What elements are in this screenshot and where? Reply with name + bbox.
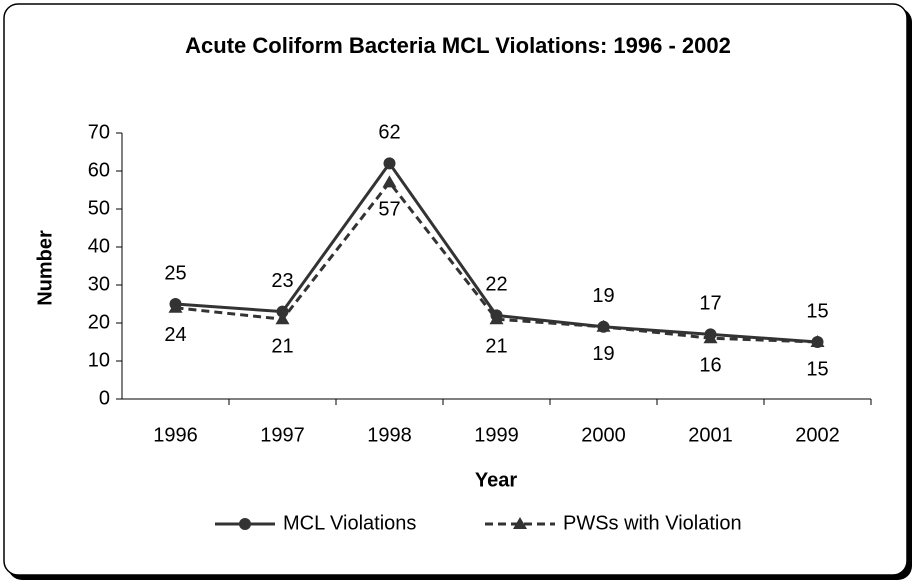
data-label: 15 — [806, 300, 828, 322]
x-tick-label: 1998 — [367, 424, 412, 446]
y-tick-label: 70 — [88, 121, 110, 143]
y-tick-label: 50 — [88, 197, 110, 219]
x-tick-label: 2001 — [688, 424, 733, 446]
data-label: 23 — [271, 270, 293, 292]
x-axis-label: Year — [475, 469, 517, 491]
point — [596, 319, 611, 332]
data-label: 25 — [164, 262, 186, 284]
x-tick-label: 2002 — [795, 424, 840, 446]
point — [239, 518, 251, 530]
data-label: 21 — [485, 335, 507, 357]
x-tick-label: 1999 — [474, 424, 519, 446]
point — [383, 157, 396, 170]
point — [703, 331, 718, 344]
chart-title: Acute Coliform Bacteria MCL Violations: … — [185, 33, 731, 58]
y-tick-label: 20 — [88, 311, 110, 333]
data-label: 22 — [485, 274, 507, 296]
data-label: 21 — [271, 335, 293, 357]
y-tick-label: 0 — [99, 387, 110, 409]
point — [382, 175, 397, 188]
point — [276, 305, 289, 318]
data-label: 17 — [699, 293, 721, 315]
frame — [3, 3, 908, 576]
data-label: 57 — [378, 199, 400, 221]
x-tick-label: 1997 — [260, 424, 305, 446]
point — [489, 312, 504, 325]
y-axis-label: Number — [34, 230, 56, 306]
point — [810, 335, 825, 347]
y-tick-label: 30 — [88, 273, 110, 295]
data-label: 16 — [699, 354, 721, 376]
data-label: 15 — [806, 358, 828, 380]
y-tick-label: 60 — [88, 159, 110, 181]
data-label: 19 — [592, 285, 614, 307]
data-label: 62 — [378, 122, 400, 144]
y-tick-label: 10 — [88, 349, 110, 371]
point — [275, 312, 290, 325]
x-tick-label: 2000 — [581, 424, 626, 446]
data-label: 19 — [592, 343, 614, 365]
x-tick-label: 1996 — [153, 424, 198, 446]
point — [513, 517, 527, 529]
data-label: 24 — [164, 324, 186, 346]
point — [168, 300, 183, 313]
legend-label: PWSs with Violation — [563, 512, 742, 534]
y-tick-label: 40 — [88, 235, 110, 257]
legend-label: MCL Violations — [283, 512, 416, 534]
